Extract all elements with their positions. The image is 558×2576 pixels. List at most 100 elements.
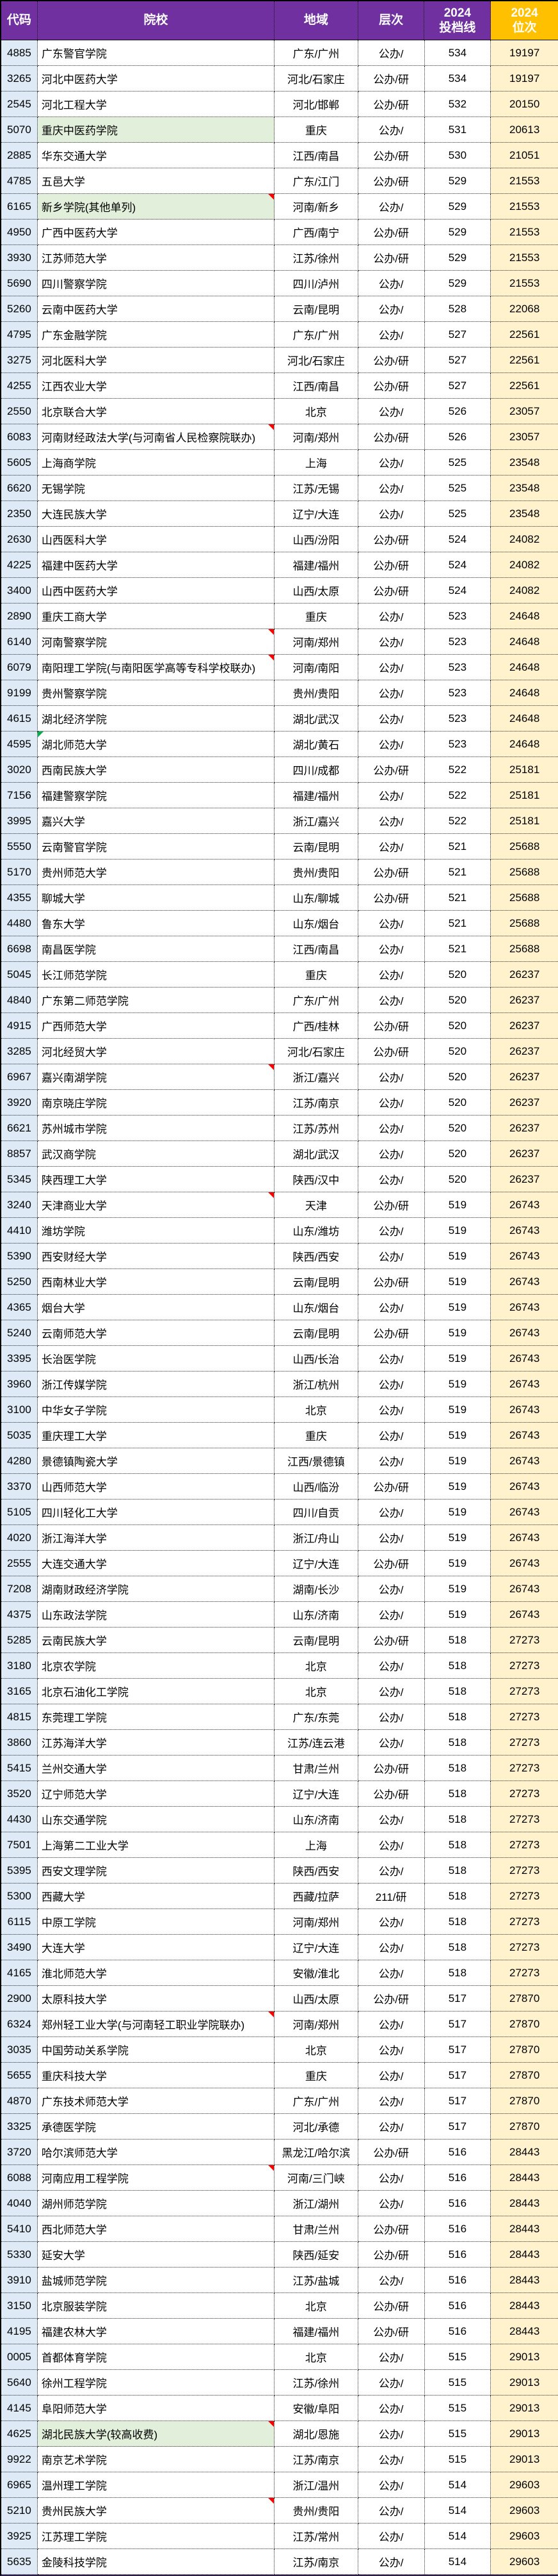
rank-cell[interactable]: 26743 [491,1397,558,1423]
code-cell[interactable]: 3490 [1,1935,38,1960]
region-cell[interactable]: 广西/南宁 [275,220,358,245]
rank-cell[interactable]: 27870 [491,2088,558,2114]
code-cell[interactable]: 9199 [1,680,38,706]
rank-cell[interactable]: 25688 [491,834,558,860]
school-cell[interactable]: 河北医科大学 [37,348,275,373]
level-cell[interactable]: 公办/ [358,117,425,143]
score-cell[interactable]: 529 [424,194,491,220]
code-cell[interactable]: 3285 [1,1039,38,1064]
region-cell[interactable]: 重庆 [275,604,358,629]
school-cell[interactable]: 天津商业大学 [37,1192,275,1218]
code-cell[interactable]: 5345 [1,1167,38,1192]
school-cell[interactable]: 江苏师范大学 [37,245,275,271]
score-cell[interactable]: 518 [424,1960,491,1986]
region-cell[interactable]: 山东/潍坊 [275,1218,358,1244]
score-cell[interactable]: 517 [424,2114,491,2140]
level-cell[interactable]: 公办/ [358,1448,425,1474]
school-cell[interactable]: 大连交通大学 [37,1551,275,1576]
rank-cell[interactable]: 23548 [491,476,558,501]
region-cell[interactable]: 重庆 [275,2063,358,2088]
rank-cell[interactable]: 29013 [491,2447,558,2472]
school-cell[interactable]: 西安文理学院 [37,1858,275,1884]
level-cell[interactable]: 公办/研 [358,2242,425,2268]
score-cell[interactable]: 528 [424,296,491,322]
code-cell[interactable]: 5260 [1,296,38,322]
level-cell[interactable]: 公办/研 [358,552,425,578]
level-cell[interactable]: 公办/研 [358,1013,425,1039]
score-cell[interactable]: 522 [424,757,491,783]
rank-cell[interactable]: 29013 [491,2370,558,2396]
code-cell[interactable]: 4480 [1,911,38,936]
level-cell[interactable]: 公办/ [358,194,425,220]
code-cell[interactable]: 3265 [1,66,38,92]
region-cell[interactable]: 江西/南昌 [275,936,358,962]
region-cell[interactable]: 贵州/贵阳 [275,680,358,706]
score-cell[interactable]: 518 [424,1832,491,1858]
level-cell[interactable]: 公办/ [358,2421,425,2447]
score-cell[interactable]: 527 [424,373,491,399]
school-cell[interactable]: 福建中医药大学 [37,552,275,578]
code-cell[interactable]: 4355 [1,885,38,911]
school-cell[interactable]: 北京石油化工学院 [37,1679,275,1704]
level-cell[interactable]: 公办/ [358,911,425,936]
level-cell[interactable]: 公办/研 [358,1039,425,1064]
score-cell[interactable]: 520 [424,962,491,988]
code-cell[interactable]: 4625 [1,2421,38,2447]
school-cell[interactable]: 嘉兴大学 [37,808,275,834]
rank-cell[interactable]: 27273 [491,1730,558,1756]
code-cell[interactable]: 6079 [1,655,38,680]
school-cell[interactable]: 阜阳师范大学 [37,2396,275,2421]
region-cell[interactable]: 辽宁/大连 [275,1551,358,1576]
score-cell[interactable]: 520 [424,1141,491,1167]
code-cell[interactable]: 3275 [1,348,38,373]
score-cell[interactable]: 518 [424,1858,491,1884]
school-cell[interactable]: 浙江传媒学院 [37,1372,275,1397]
region-cell[interactable]: 贵州/贵阳 [275,2498,358,2524]
rank-cell[interactable]: 21051 [491,143,558,168]
level-cell[interactable]: 公办/研 [358,1986,425,2012]
region-cell[interactable]: 浙江/嘉兴 [275,808,358,834]
rank-cell[interactable]: 29603 [491,2549,558,2575]
school-cell[interactable]: 长江师范学院 [37,962,275,988]
code-cell[interactable]: 4040 [1,2191,38,2216]
code-cell[interactable]: 5690 [1,271,38,296]
rank-cell[interactable]: 26743 [491,1192,558,1218]
level-cell[interactable]: 公办/研 [358,168,425,194]
level-cell[interactable]: 公办/ [358,1423,425,1448]
score-cell[interactable]: 520 [424,1116,491,1141]
code-cell[interactable]: 3180 [1,1653,38,1679]
rank-cell[interactable]: 28443 [491,2268,558,2293]
rank-cell[interactable]: 28443 [491,2140,558,2165]
school-cell[interactable]: 徐州工程学院 [37,2370,275,2396]
level-cell[interactable]: 公办/研 [358,1320,425,1346]
level-cell[interactable]: 公办/研 [358,2319,425,2344]
region-cell[interactable]: 北京 [275,1679,358,1704]
code-cell[interactable]: 3395 [1,1346,38,1372]
region-cell[interactable]: 广东/东莞 [275,1704,358,1730]
score-cell[interactable]: 515 [424,2370,491,2396]
score-cell[interactable]: 523 [424,655,491,680]
rank-cell[interactable]: 26237 [491,1013,558,1039]
rank-cell[interactable]: 27273 [491,1628,558,1653]
region-cell[interactable]: 山西/汾阳 [275,527,358,552]
code-cell[interactable]: 5105 [1,1500,38,1525]
region-cell[interactable]: 北京 [275,399,358,424]
code-cell[interactable]: 3325 [1,2114,38,2140]
rank-cell[interactable]: 27273 [491,1832,558,1858]
school-cell[interactable]: 中华女子学院 [37,1397,275,1423]
score-cell[interactable]: 518 [424,1807,491,1832]
level-cell[interactable]: 公办/ [358,1730,425,1756]
level-cell[interactable]: 公办/ [358,1653,425,1679]
code-cell[interactable]: 4165 [1,1960,38,1986]
school-cell[interactable]: 潍坊学院 [37,1218,275,1244]
level-cell[interactable]: 公办/ [358,1500,425,1525]
level-cell[interactable]: 公办/ [358,988,425,1013]
rank-cell[interactable]: 27870 [491,2037,558,2063]
region-cell[interactable]: 安徽/阜阳 [275,2396,358,2421]
rank-cell[interactable]: 26743 [491,1295,558,1320]
rank-cell[interactable]: 22068 [491,296,558,322]
school-cell[interactable]: 辽宁师范大学 [37,1781,275,1807]
code-cell[interactable]: 4840 [1,988,38,1013]
code-cell[interactable]: 4145 [1,2396,38,2421]
code-cell[interactable]: 2630 [1,527,38,552]
